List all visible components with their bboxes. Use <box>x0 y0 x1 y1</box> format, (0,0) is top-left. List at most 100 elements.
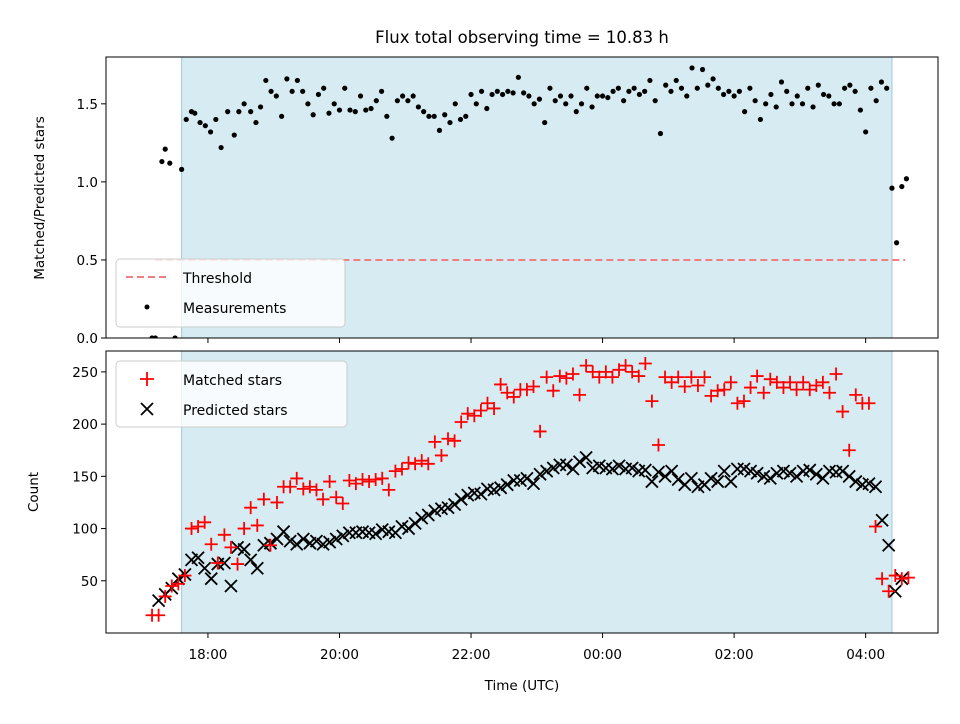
predicted-star-point <box>415 511 429 525</box>
matched-star-point <box>776 381 790 395</box>
predicted-star-point <box>336 529 350 543</box>
top-legend-box <box>115 258 346 328</box>
matched-star-point <box>152 608 166 622</box>
matched-star-point <box>540 370 554 384</box>
measurement-point <box>757 116 764 123</box>
predicted-star-point <box>421 508 435 522</box>
matched-star-point <box>434 448 448 462</box>
measurement-point <box>805 85 811 91</box>
matched-star-point <box>356 472 370 486</box>
measurement-point <box>599 93 606 99</box>
measurement-point <box>352 109 358 115</box>
bottom-marks <box>145 357 915 622</box>
measurement-point <box>694 85 700 91</box>
bottom-y-tick-label: 150 <box>72 469 98 485</box>
measurement-point <box>778 79 785 85</box>
matched-star-point <box>303 480 317 494</box>
matched-star-point <box>882 584 896 598</box>
measurement-point <box>384 113 390 119</box>
predicted-star-point <box>875 513 889 527</box>
measurement-point <box>857 107 863 113</box>
measurement-point <box>447 119 453 126</box>
predicted-star-point <box>474 487 488 501</box>
measurement-point <box>594 93 600 99</box>
predicted-star-point <box>369 527 383 541</box>
measurement-point <box>421 109 427 115</box>
predicted-star-point <box>664 464 679 478</box>
matched-star-point <box>612 363 626 377</box>
predicted-star-point <box>204 572 218 586</box>
measurement-point <box>615 85 621 91</box>
measurement-point <box>202 123 208 129</box>
bottom-panel: 50 100 150 200 250 18:00 20:00 22:00 00:00 02:00 0… <box>26 350 939 694</box>
measurement-point <box>310 112 316 118</box>
matched-star-point <box>888 569 902 583</box>
matched-star-point <box>803 383 817 397</box>
measurement-point <box>152 335 158 338</box>
matched-star-point <box>316 492 330 506</box>
measurement-point <box>192 110 198 116</box>
predicted-star-point <box>717 464 731 478</box>
matched-star-point <box>231 557 245 571</box>
predicted-star-point <box>704 471 718 486</box>
predicted-star-point <box>783 466 797 480</box>
matched-star-point <box>500 386 514 400</box>
predicted-star-point <box>408 516 422 530</box>
top-y-tick-label: 1.5 <box>77 97 98 113</box>
matched-star-point <box>704 389 718 403</box>
legend-predicted-swatch <box>140 402 154 416</box>
predicted-star-point <box>237 542 251 557</box>
top-legend: Threshold Measurements <box>115 258 346 328</box>
measurement-point <box>284 76 290 82</box>
measurement-point <box>521 90 527 96</box>
predicted-star-point <box>553 458 567 472</box>
measurement-point <box>218 144 224 151</box>
measurement-point <box>584 85 590 91</box>
predicted-star-point <box>888 584 902 598</box>
measurement-point <box>552 98 558 104</box>
predicted-star-point <box>507 473 521 488</box>
top-y-tick-label: 0.5 <box>77 253 98 269</box>
measurement-point <box>452 101 458 107</box>
matched-star-point <box>638 357 652 371</box>
matched-star-point <box>763 372 777 386</box>
measurement-point <box>568 93 574 99</box>
legend-predicted-label: Predicted stars <box>183 403 288 419</box>
legend-measurements-swatch <box>144 304 150 310</box>
measurement-point <box>836 101 842 107</box>
measurement-point <box>510 90 516 96</box>
matched-star-point <box>270 495 284 509</box>
matched-star-point <box>678 380 692 394</box>
measurement-point <box>573 109 579 115</box>
matched-star-point <box>737 394 751 408</box>
predicted-star-point <box>250 561 264 575</box>
predicted-star-point <box>283 534 297 548</box>
predicted-star-point <box>533 467 547 481</box>
matched-star-point <box>507 390 521 404</box>
measurement-point <box>231 132 237 138</box>
matched-star-point <box>579 359 593 373</box>
matched-star-point <box>415 454 429 468</box>
measurement-point <box>647 77 653 84</box>
measurement-point <box>715 85 721 91</box>
measurement-point <box>279 113 285 119</box>
matched-star-point <box>382 483 396 497</box>
matched-star-point <box>237 522 251 536</box>
predicted-star-point <box>862 477 876 491</box>
measurement-point <box>557 93 564 99</box>
matched-star-point <box>250 518 264 532</box>
matched-star-point <box>224 540 238 554</box>
matched-star-point <box>586 365 600 379</box>
matched-star-point <box>329 490 343 504</box>
measurement-point <box>826 93 832 99</box>
matched-star-point <box>783 375 797 389</box>
matched-star-point <box>296 482 310 496</box>
predicted-star-point <box>401 521 416 536</box>
measurement-point <box>241 101 247 107</box>
predicted-star-point <box>625 461 639 475</box>
matched-star-point <box>730 396 744 410</box>
measurement-point <box>410 93 416 99</box>
measurement-point <box>526 93 532 99</box>
measurement-point <box>789 101 795 107</box>
